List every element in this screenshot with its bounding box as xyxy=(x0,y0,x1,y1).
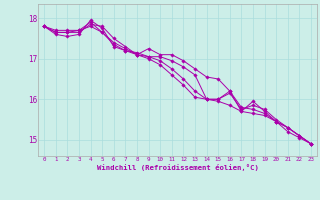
X-axis label: Windchill (Refroidissement éolien,°C): Windchill (Refroidissement éolien,°C) xyxy=(97,164,259,171)
